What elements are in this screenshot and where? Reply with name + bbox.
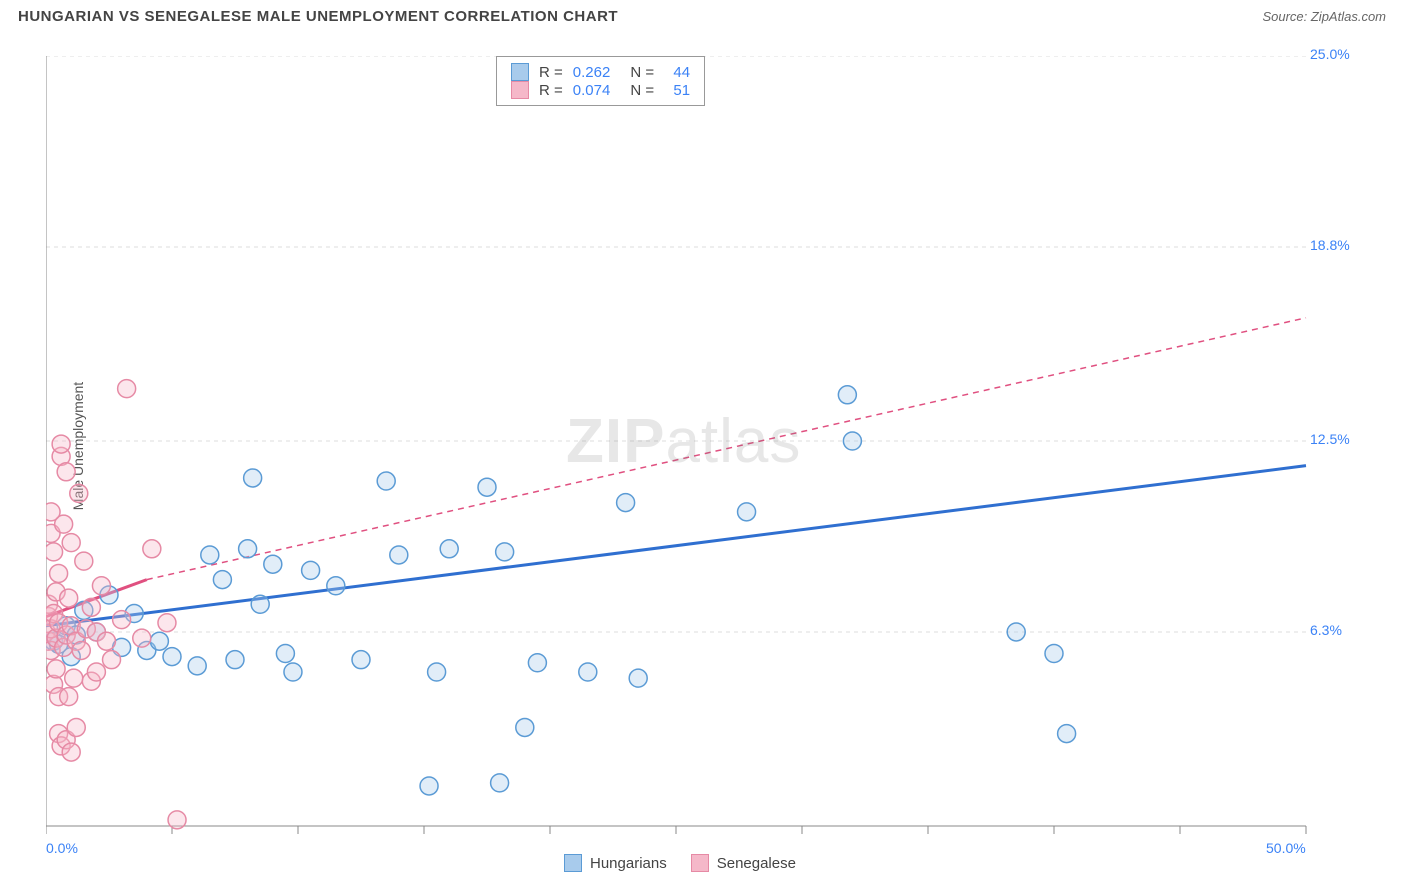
legend-item: Hungarians (564, 854, 667, 872)
axis-tick-label: 18.8% (1310, 237, 1350, 253)
axis-tick-label: 25.0% (1310, 46, 1350, 62)
axis-tick-label: 0.0% (46, 840, 78, 856)
legend-corr-row: R = 0.262 N = 44 (511, 63, 690, 81)
legend-r-value: 0.074 (573, 82, 611, 99)
scatter-plot: ZIPatlas R = 0.262N = 44R = 0.074N = 51 (46, 56, 1346, 846)
axis-tick-label: 6.3% (1310, 622, 1342, 638)
plot-svg (46, 56, 1346, 846)
legend-swatch (691, 854, 709, 872)
correlation-legend: R = 0.262 N = 44 R = 0.074 N = 51 (496, 56, 705, 106)
chart-title: HUNGARIAN VS SENEGALESE MALE UNEMPLOYMEN… (18, 8, 618, 25)
axis-tick-label: 50.0% (1266, 840, 1306, 856)
source-credit: Source: ZipAtlas.com (1262, 9, 1386, 24)
legend-n-label: N = (630, 64, 654, 81)
legend-r-label: R = (539, 64, 563, 81)
legend-item: Senegalese (691, 854, 796, 872)
legend-swatch (564, 854, 582, 872)
legend-n-label: N = (630, 82, 654, 99)
legend-r-label: R = (539, 82, 563, 99)
legend-corr-row: R = 0.074 N = 51 (511, 81, 690, 99)
legend-series-name: Hungarians (590, 855, 667, 872)
axis-tick-label: 12.5% (1310, 431, 1350, 447)
legend-swatch (511, 63, 529, 81)
legend-swatch (511, 81, 529, 99)
series-legend: Hungarians Senegalese (564, 854, 796, 872)
legend-n-value: 51 (664, 82, 690, 99)
legend-r-value: 0.262 (573, 64, 611, 81)
legend-series-name: Senegalese (717, 855, 796, 872)
legend-n-value: 44 (664, 64, 690, 81)
